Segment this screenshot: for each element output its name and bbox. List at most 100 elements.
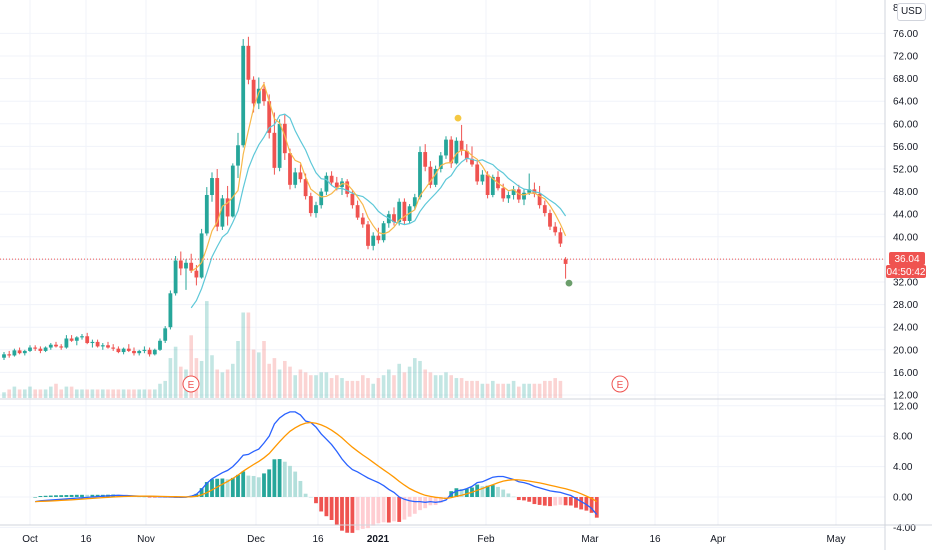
candle bbox=[329, 171, 334, 185]
macd-histogram-bar bbox=[553, 497, 558, 506]
candle bbox=[173, 256, 178, 296]
volume-bar bbox=[501, 383, 505, 398]
volume-bar bbox=[272, 358, 277, 398]
macd-histogram-bar bbox=[397, 497, 402, 522]
candle bbox=[542, 200, 547, 217]
macd-histogram-bar bbox=[54, 495, 58, 497]
volume-bar bbox=[95, 389, 100, 398]
volume-bar bbox=[64, 386, 69, 398]
candle bbox=[511, 185, 516, 200]
macd-histogram-bar bbox=[501, 489, 506, 497]
volume-bar bbox=[199, 360, 204, 398]
candle bbox=[236, 132, 240, 179]
volume-bar bbox=[173, 346, 178, 398]
macd-histogram-bar bbox=[142, 497, 147, 498]
candle bbox=[90, 339, 95, 348]
price-axis-top-label: 8 bbox=[893, 3, 899, 14]
earnings-marker[interactable]: E bbox=[611, 375, 629, 393]
time-tick-label: Feb bbox=[477, 534, 495, 545]
candle bbox=[262, 81, 266, 106]
volume-bar bbox=[397, 363, 401, 398]
volume-bar bbox=[522, 383, 526, 398]
macd-histogram-bar bbox=[496, 486, 500, 497]
volume-bar bbox=[428, 372, 433, 398]
candle bbox=[496, 171, 500, 191]
volume-bar bbox=[548, 380, 552, 398]
candle bbox=[152, 348, 157, 356]
candle bbox=[59, 344, 64, 350]
volume-bar bbox=[153, 389, 157, 398]
earnings-marker[interactable]: E bbox=[182, 375, 200, 393]
volume-bar bbox=[2, 392, 6, 398]
volume-bar bbox=[220, 372, 225, 398]
candle bbox=[272, 112, 277, 175]
volume-bar bbox=[298, 369, 303, 398]
macd-histogram-bar bbox=[392, 497, 396, 522]
dividend-marker[interactable] bbox=[454, 114, 462, 122]
currency-button[interactable]: USD bbox=[897, 3, 926, 21]
candle bbox=[376, 227, 381, 244]
volume-bar bbox=[423, 369, 427, 398]
macd-histogram-bar bbox=[438, 497, 443, 503]
macd-histogram-bar bbox=[277, 459, 282, 497]
macd-histogram-bar bbox=[59, 495, 64, 497]
macd-histogram-bar bbox=[376, 497, 381, 524]
volume-bar bbox=[402, 372, 407, 398]
candle bbox=[64, 335, 69, 349]
macd-histogram-bar bbox=[589, 497, 594, 513]
macd-histogram-bar bbox=[308, 497, 313, 498]
candle bbox=[454, 137, 459, 165]
time-tick-label: Dec bbox=[247, 534, 265, 545]
time-tick-label: Apr bbox=[710, 534, 726, 545]
volume-bar bbox=[257, 352, 261, 398]
candle bbox=[220, 194, 225, 231]
price-tick-label: 32.00 bbox=[893, 278, 918, 289]
candle bbox=[527, 173, 532, 195]
macd-histogram-bar bbox=[459, 488, 464, 497]
macd-histogram-bar bbox=[568, 497, 573, 506]
candle bbox=[314, 201, 318, 218]
split-marker[interactable] bbox=[565, 279, 573, 287]
candle bbox=[288, 148, 292, 190]
candle bbox=[116, 346, 121, 354]
volume-bar bbox=[413, 358, 417, 398]
volume-bar bbox=[59, 389, 63, 398]
macd-histogram-bar bbox=[256, 477, 261, 497]
volume-bar bbox=[480, 383, 485, 398]
volume-bar bbox=[101, 389, 105, 398]
volume-bar bbox=[189, 335, 193, 398]
macd-histogram-bar bbox=[480, 486, 485, 497]
candle bbox=[470, 146, 474, 167]
volume-bar bbox=[54, 383, 58, 398]
volume-bar bbox=[381, 375, 386, 398]
macd-histogram-bar bbox=[314, 497, 318, 504]
volume-bar bbox=[439, 375, 443, 398]
macd-histogram-bar bbox=[433, 497, 438, 506]
volume-bar bbox=[537, 383, 542, 398]
candle bbox=[106, 341, 110, 349]
candle bbox=[28, 345, 32, 353]
macd-histogram-bar bbox=[69, 494, 74, 497]
candle bbox=[563, 257, 568, 279]
volume-bar bbox=[127, 389, 131, 398]
volume-bar bbox=[407, 366, 412, 398]
volume-bar bbox=[319, 372, 323, 398]
candle bbox=[522, 189, 526, 206]
macd-histogram-bar bbox=[548, 497, 552, 507]
volume-bar bbox=[293, 375, 297, 398]
candle bbox=[48, 343, 53, 350]
volume-bar bbox=[324, 372, 329, 398]
macd-histogram-bar bbox=[355, 497, 360, 531]
candle bbox=[158, 338, 162, 351]
price-tick-label: 72.00 bbox=[893, 52, 918, 63]
ma-slow-line bbox=[190, 113, 567, 309]
volume-bar bbox=[496, 383, 500, 398]
macd-histogram-bar bbox=[251, 475, 256, 497]
macd-histogram-bar bbox=[220, 478, 225, 497]
volume-bar bbox=[511, 380, 516, 398]
macd-histogram-bar bbox=[464, 488, 469, 497]
candle bbox=[7, 350, 12, 358]
macd-tick-label: -4.00 bbox=[893, 523, 916, 534]
candle bbox=[355, 200, 360, 220]
